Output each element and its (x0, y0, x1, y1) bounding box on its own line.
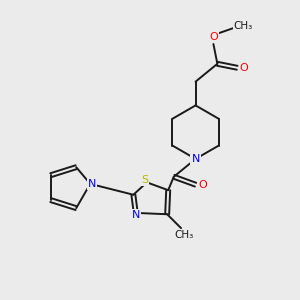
Text: N: N (191, 154, 200, 164)
Text: N: N (88, 179, 96, 189)
Text: CH₃: CH₃ (233, 21, 253, 31)
Text: S: S (141, 176, 148, 185)
Text: O: O (198, 180, 207, 190)
Text: O: O (240, 63, 248, 73)
Text: O: O (209, 32, 218, 42)
Text: N: N (132, 210, 140, 220)
Text: CH₃: CH₃ (174, 230, 194, 240)
